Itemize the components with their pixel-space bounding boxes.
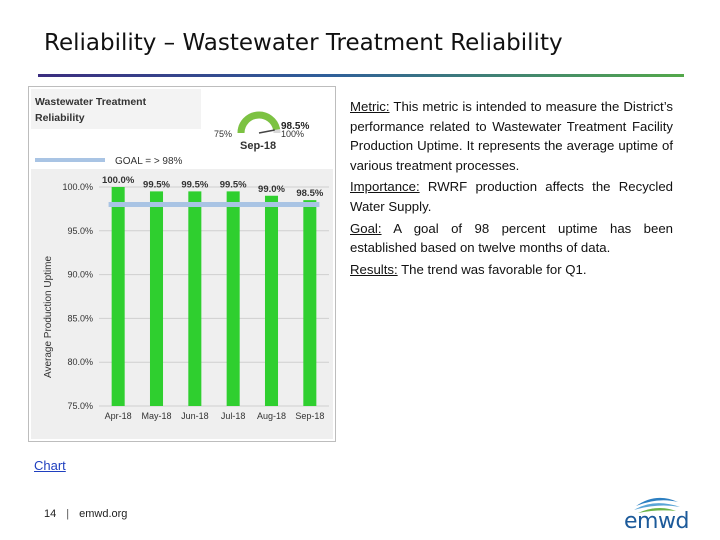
goal-paragraph: Goal: A goal of 98 percent uptime has be…: [350, 219, 673, 258]
chart-header-line2: Reliability: [35, 112, 85, 124]
results-paragraph: Results: The trend was favorable for Q1.: [350, 260, 673, 280]
data-label: 99.5%: [220, 179, 247, 190]
gauge-fill: [237, 111, 281, 134]
data-label: 99.5%: [181, 179, 208, 190]
grid-layer: [99, 186, 329, 407]
x-tick-label: Jul-18: [221, 411, 246, 421]
gauge-min-label: 75%: [214, 129, 232, 139]
data-label: 99.0%: [258, 184, 285, 195]
slide-title: Reliability – Wastewater Treatment Relia…: [44, 30, 563, 56]
data-label: 99.5%: [143, 179, 170, 190]
title-divider: [38, 74, 684, 77]
footer-site: emwd.org: [79, 508, 128, 520]
x-tick-label: Apr-18: [105, 411, 132, 421]
gauge: 75% 100% 98.5% Sep-18: [214, 111, 309, 152]
footer: 14 | emwd.org: [44, 508, 127, 520]
x-tick-label: Aug-18: [257, 411, 286, 421]
chart-panel: Wastewater Treatment Reliability 75% 100…: [28, 86, 336, 442]
y-tick-label: 95.0%: [67, 226, 93, 236]
gauge-value-label: 98.5%: [281, 121, 309, 132]
x-tick-label: Sep-18: [295, 411, 324, 421]
gauge-period-label: Sep-18: [240, 140, 276, 152]
y-tick-label: 90.0%: [67, 270, 93, 280]
axis-layer: 100.0% 95.0% 90.0% 85.0% 80.0% 75.0% Apr-18 May…: [62, 182, 324, 421]
x-tick-label: Jun-18: [181, 411, 209, 421]
footer-separator: |: [66, 508, 70, 520]
x-tick-label: May-18: [141, 411, 171, 421]
results-label: Results:: [350, 261, 398, 277]
bar: [149, 191, 164, 406]
page-number: 14: [44, 508, 57, 520]
metric-paragraph: Metric: This metric is intended to measu…: [350, 97, 673, 175]
goal-legend-label: GOAL = > 98%: [115, 156, 183, 167]
chart-header-line1: Wastewater Treatment: [35, 96, 147, 108]
y-axis-title: Average Production Uptime: [43, 256, 54, 379]
gauge-needle: [258, 129, 275, 134]
label-layer: 100.0% 99.5% 99.5% 99.5% 99.0% 98.5%: [102, 175, 324, 199]
y-tick-label: 100.0%: [62, 182, 93, 192]
results-text: The trend was favorable for Q1.: [401, 261, 587, 277]
y-tick-label: 75.0%: [67, 401, 93, 411]
gauge-max-label: 100%: [281, 129, 304, 139]
data-label: 98.5%: [296, 188, 323, 199]
bar-layer: [111, 187, 317, 406]
bar: [303, 200, 317, 406]
bar: [264, 195, 279, 406]
bar: [226, 191, 240, 406]
bar: [111, 187, 125, 406]
plot-background: [31, 169, 333, 439]
logo-text: emwd: [624, 509, 689, 534]
metric-text: This metric is intended to measure the D…: [350, 99, 673, 173]
bar: [188, 191, 202, 406]
goal-text: A goal of 98 percent uptime has been est…: [350, 220, 674, 256]
data-label: 100.0%: [102, 175, 135, 186]
emwd-logo-icon: [634, 497, 680, 513]
description-block: Metric: This metric is intended to measu…: [350, 97, 673, 281]
goal-label: Goal:: [350, 220, 382, 236]
importance-label: Importance:: [350, 179, 420, 195]
chart-header-bg: [31, 89, 201, 129]
importance-paragraph: Importance: RWRF production affects the …: [350, 177, 673, 216]
y-tick-label: 85.0%: [67, 313, 93, 323]
importance-text: RWRF production affects the Recycled Wat…: [350, 179, 673, 214]
chart-svg: Wastewater Treatment Reliability 75% 100…: [31, 89, 333, 439]
y-tick-label: 80.0%: [67, 357, 93, 367]
metric-label: Metric:: [350, 99, 390, 114]
chart-link[interactable]: Chart: [34, 458, 66, 473]
